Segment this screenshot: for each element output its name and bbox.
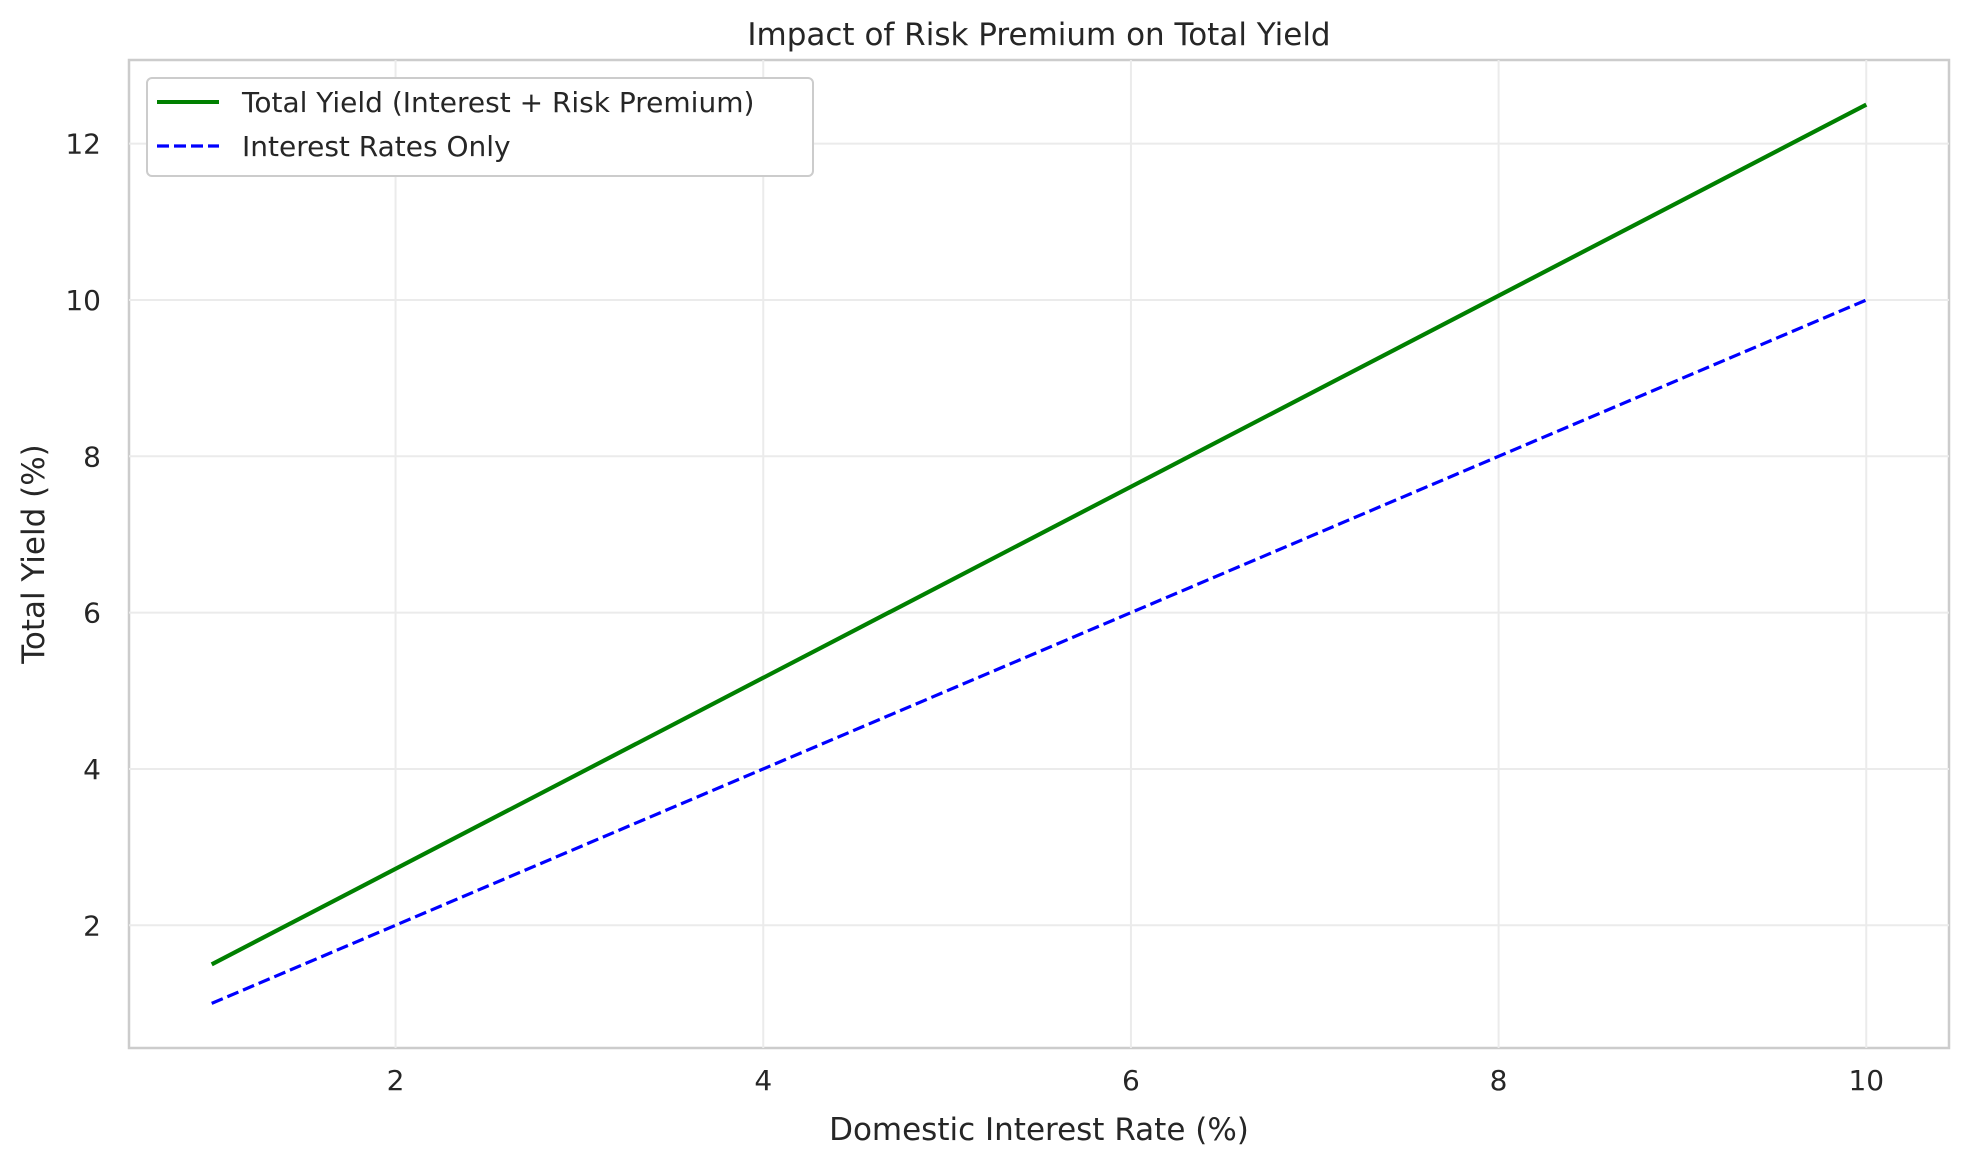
series-line-total-yield <box>210 102 1868 967</box>
y-tick-label-2: 2 <box>83 909 101 942</box>
series-lines <box>210 102 1868 1005</box>
chart-title: Impact of Risk Premium on Total Yield <box>747 17 1330 53</box>
legend-frame <box>146 77 814 177</box>
y-tick-label-4: 4 <box>83 753 101 786</box>
y-tick-label-8: 8 <box>83 440 101 473</box>
y-axis-label: Total Yield (%) <box>16 444 52 665</box>
x-tick-label-6: 6 <box>1122 1064 1140 1097</box>
y-tick-label-12: 12 <box>65 128 101 161</box>
y-tick-label-10: 10 <box>65 284 101 317</box>
plot-area <box>127 58 1951 1050</box>
x-tick-label-10: 10 <box>1848 1064 1884 1097</box>
legend-label-interest-only: Interest Rates Only <box>242 130 511 163</box>
x-tick-label-4: 4 <box>754 1064 772 1097</box>
legend-label-total-yield: Total Yield (Interest + Risk Premium) <box>241 86 754 119</box>
x-axis-label: Domestic Interest Rate (%) <box>829 1112 1249 1148</box>
x-tick-label-2: 2 <box>387 1064 405 1097</box>
y-tick-label-6: 6 <box>83 597 101 630</box>
legend: Total Yield (Interest + Risk Premium) In… <box>146 77 814 177</box>
axis-ticks: 2 4 6 8 10 2 4 6 8 10 12 <box>65 128 1884 1097</box>
series-line-interest-only <box>211 298 1867 1005</box>
x-tick-label-8: 8 <box>1490 1064 1508 1097</box>
